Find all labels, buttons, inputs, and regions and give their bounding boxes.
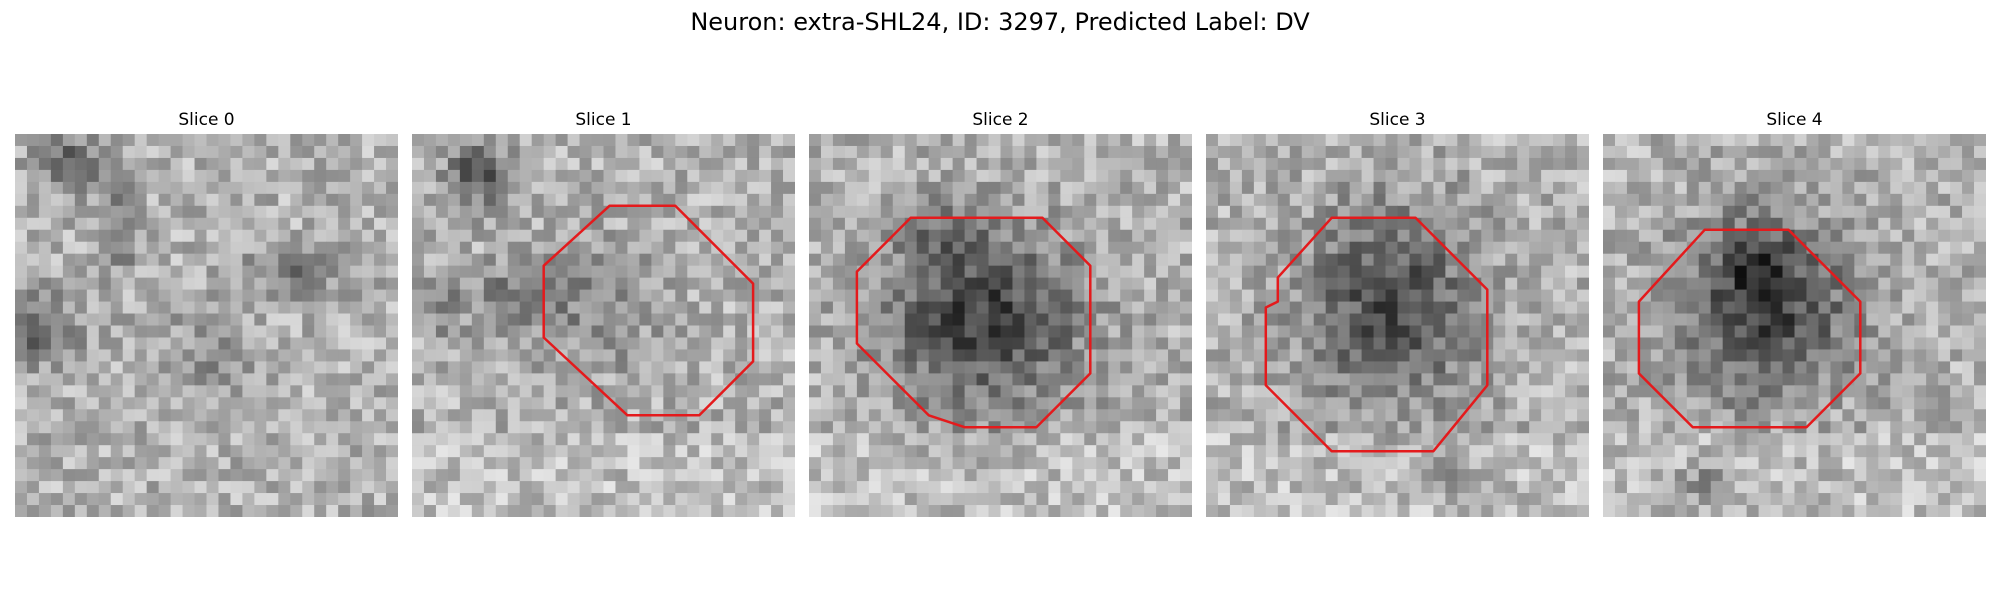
roi-outline <box>1637 228 1862 429</box>
roi-outline <box>542 204 755 417</box>
slice-title: Slice 3 <box>1369 110 1426 130</box>
slice-image <box>809 134 1192 517</box>
roi-outline <box>1264 216 1489 453</box>
figure-title: Neuron: extra-SHL24, ID: 3297, Predicted… <box>690 8 1310 36</box>
roi-outline <box>855 216 1092 429</box>
slice-title: Slice 0 <box>178 110 235 130</box>
slice-image <box>1206 134 1589 517</box>
slice-panel-1: Slice 1 <box>412 108 795 517</box>
slice-title: Slice 1 <box>575 110 632 130</box>
slice-panel-2: Slice 2 <box>809 108 1192 517</box>
slice-title: Slice 4 <box>1766 110 1823 130</box>
slice-panel-0: Slice 0 <box>15 108 398 517</box>
slice-panel-4: Slice 4 <box>1603 108 1986 517</box>
slice-image <box>412 134 795 517</box>
slice-title: Slice 2 <box>972 110 1029 130</box>
slice-image <box>15 134 398 517</box>
slice-image <box>1603 134 1986 517</box>
slice-panel-3: Slice 3 <box>1206 108 1589 517</box>
